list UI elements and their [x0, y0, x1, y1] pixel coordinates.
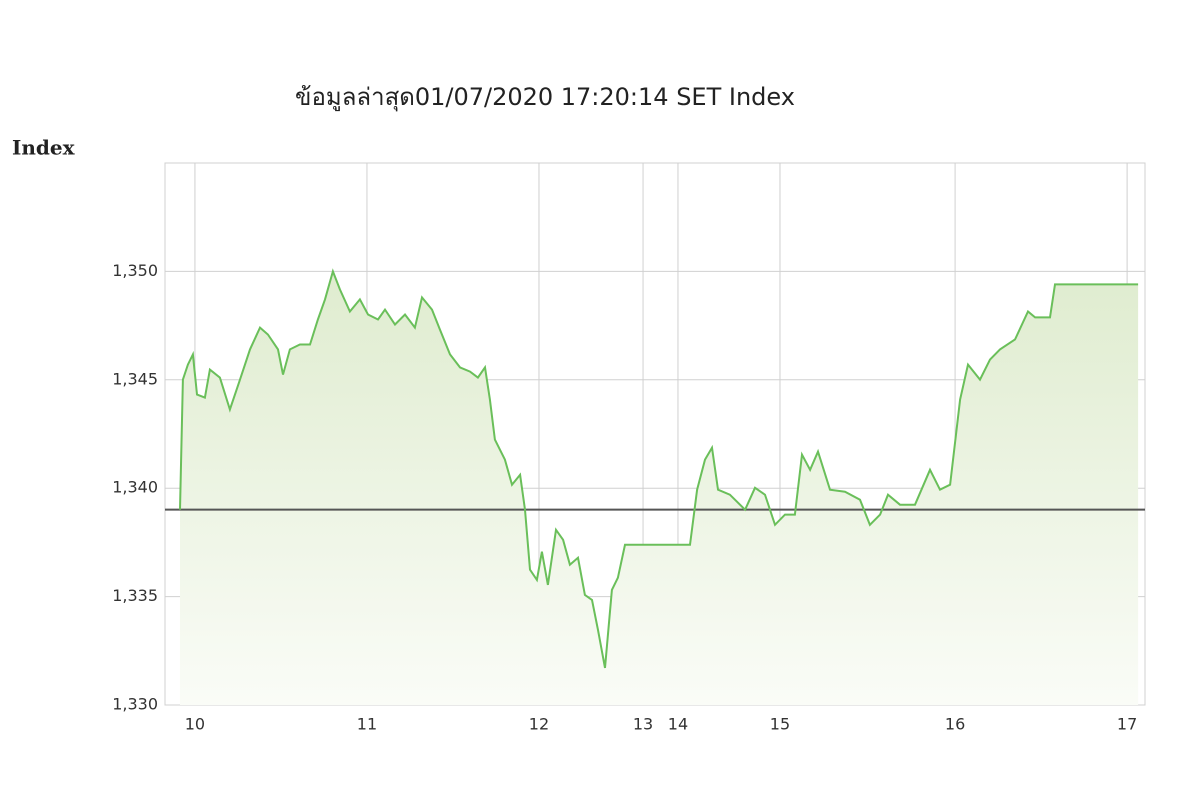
chart-title: ข้อมูลล่าสุด01/07/2020 17:20:14 SET Inde… [295, 83, 795, 112]
x-tick-label: 17 [1117, 715, 1137, 734]
x-tick-label: 15 [770, 715, 790, 734]
y-tick-label: 1,340 [112, 478, 158, 497]
x-tick-label: 11 [357, 715, 377, 734]
x-tick-label: 10 [185, 715, 205, 734]
x-tick-label: 13 [633, 715, 653, 734]
price-line [179, 268, 1139, 669]
x-tick-label: 14 [668, 715, 688, 734]
x-tick-label: 16 [945, 715, 965, 734]
y-axis-label: Index [12, 136, 76, 160]
y-tick-label: 1,335 [112, 586, 158, 605]
y-tick-label: 1,330 [112, 695, 158, 714]
y-tick-label: 1,345 [112, 369, 158, 388]
area-fill [179, 271, 1139, 705]
x-tick-label: 12 [529, 715, 549, 734]
y-tick-label: 1,350 [112, 261, 158, 280]
